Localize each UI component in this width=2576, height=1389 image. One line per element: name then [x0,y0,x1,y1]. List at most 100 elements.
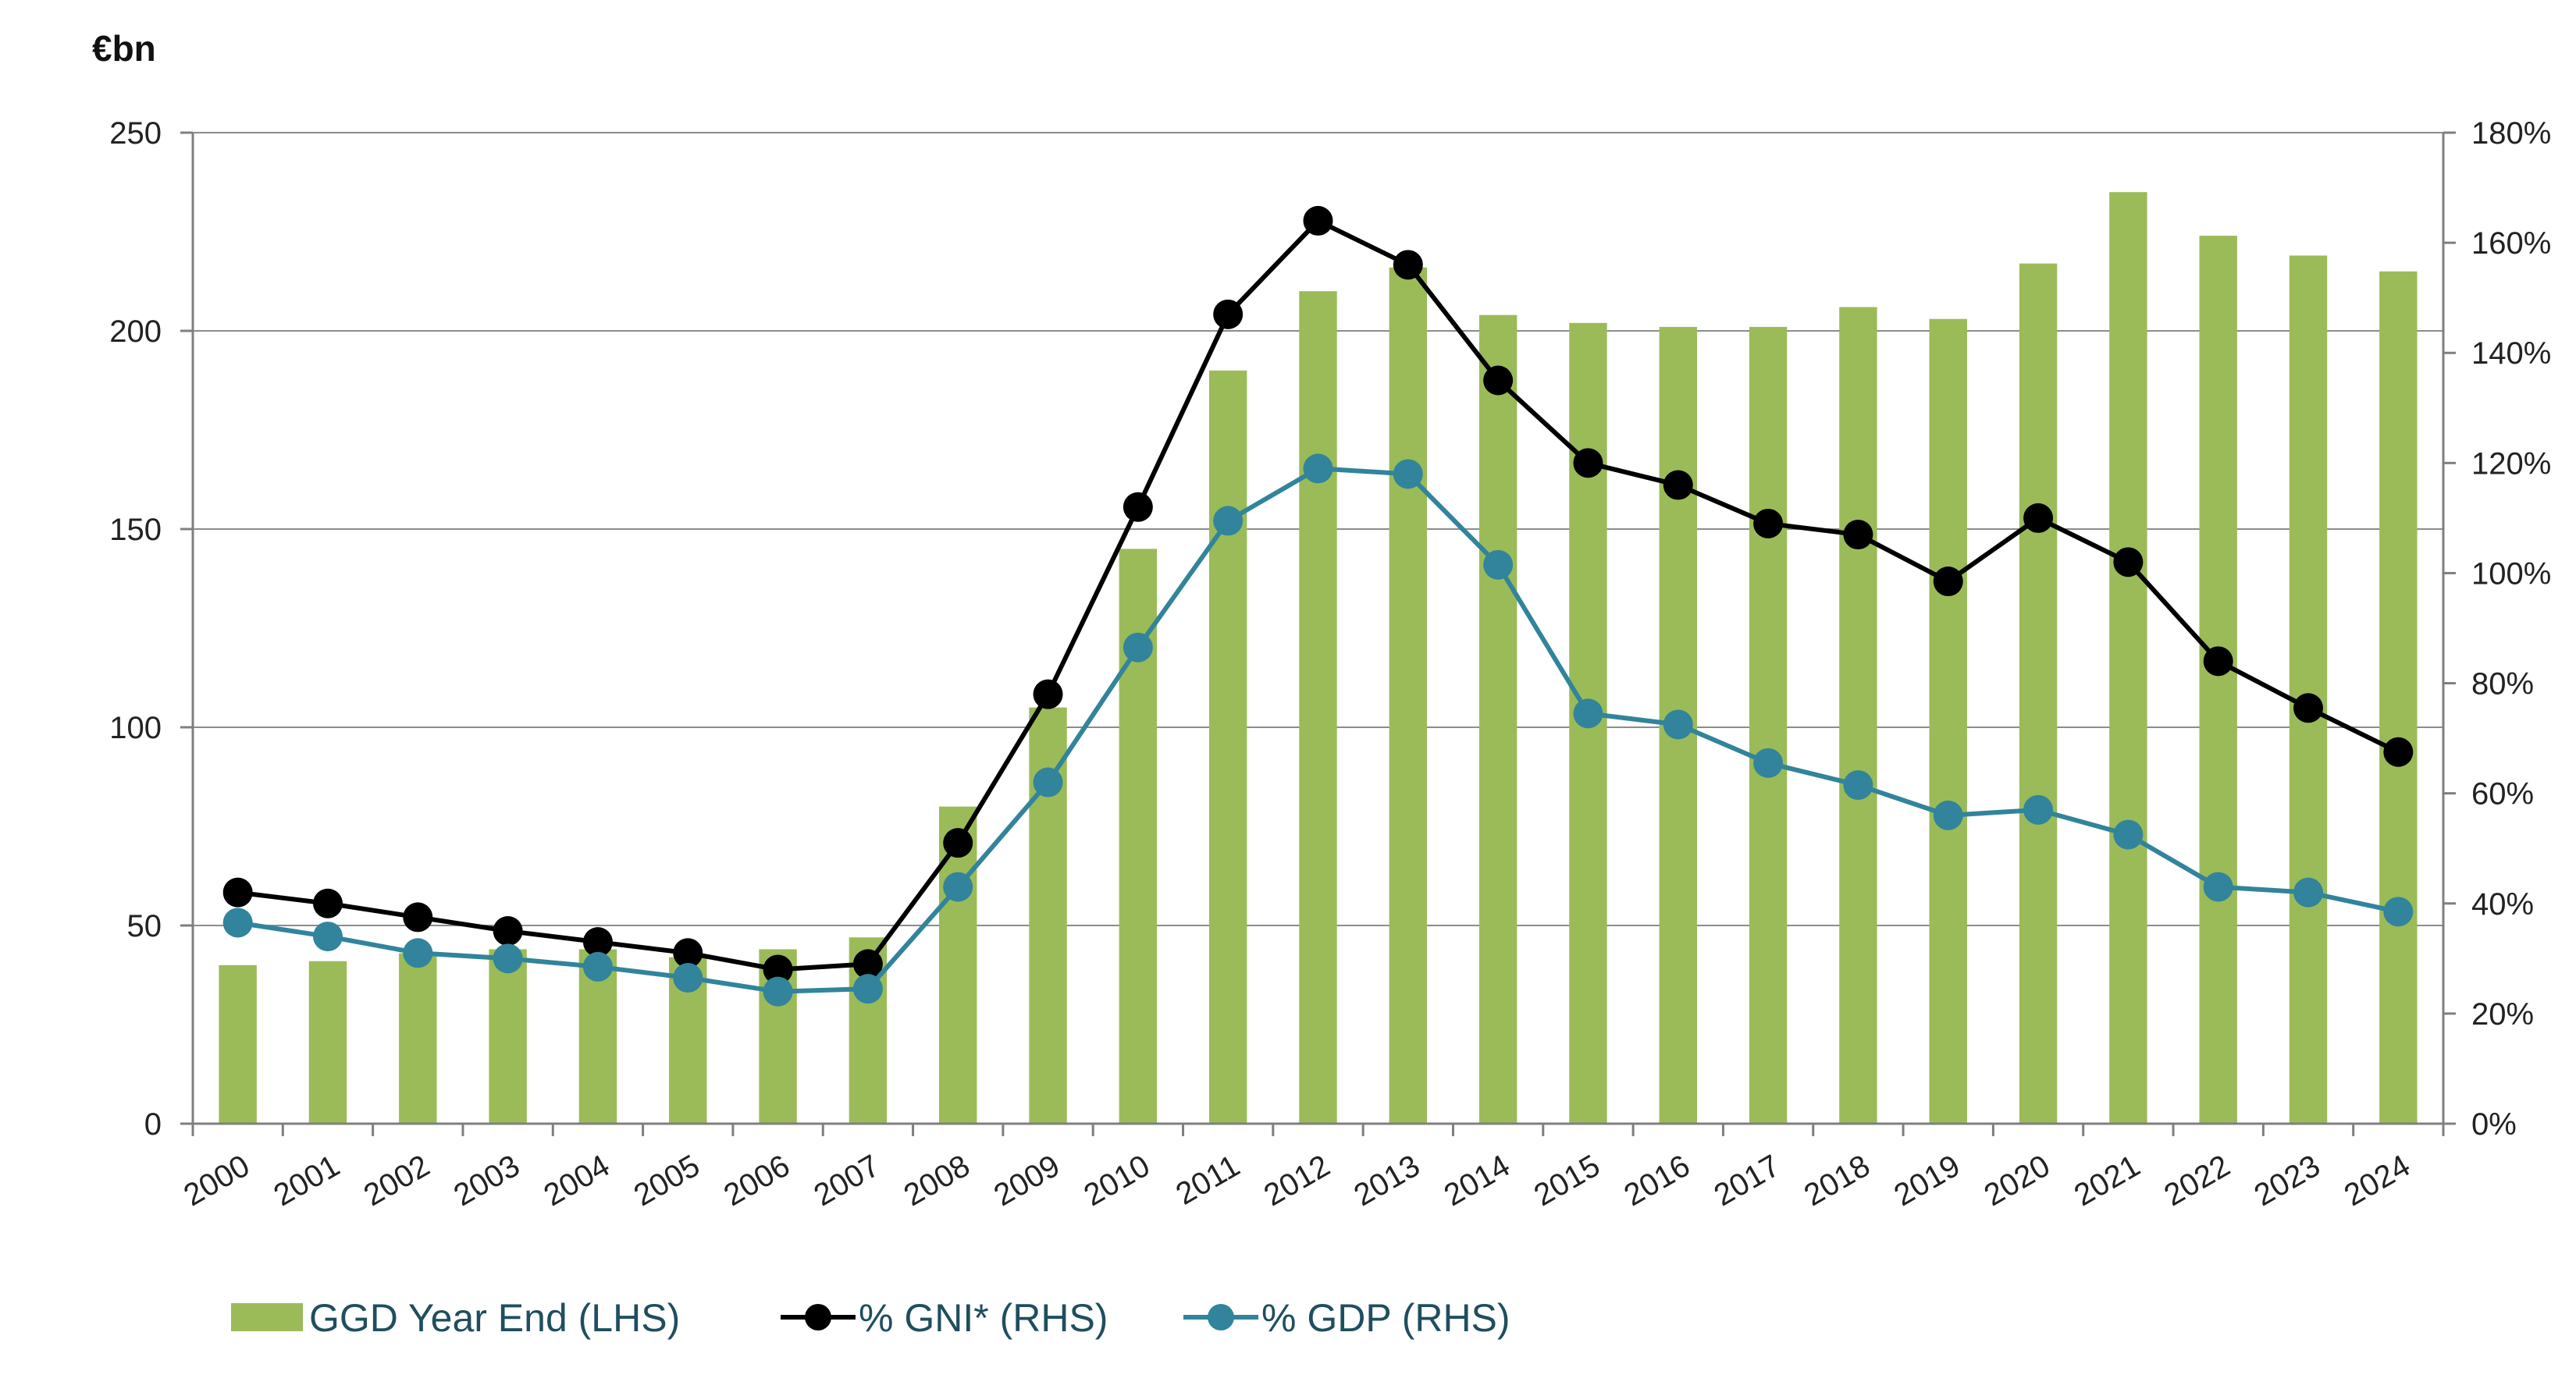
bar [1478,314,1517,1124]
legend-swatch-gni-marker [805,1304,831,1330]
gni-point [2203,646,2233,677]
bar [1839,307,1877,1124]
gni-point [1303,205,1333,236]
gni-point [1123,492,1153,522]
gdp-point [763,976,793,1007]
x-tick-label: 2008 [898,1149,976,1213]
gni-point [673,938,703,968]
x-tick-label: 2004 [538,1149,615,1213]
x-tick-label: 2005 [628,1149,706,1213]
gni-point [222,877,253,908]
gdp-point [1213,506,1244,536]
gni-point [1843,520,1873,550]
right-tick-label: 60% [2471,777,2534,812]
gdp-point [1393,459,1423,489]
x-tick-label: 2015 [1528,1149,1606,1213]
gdp-point [1123,632,1153,663]
x-tick-label: 2009 [988,1149,1066,1213]
x-tick-label: 2006 [718,1149,795,1213]
gni-point [943,828,973,858]
right-tick-label: 20% [2471,997,2534,1032]
legend-swatch-gdp-marker [1208,1304,1234,1330]
left-tick-label: 100 [109,711,162,745]
gni-point [582,927,613,957]
x-tick-label: 2018 [1799,1149,1876,1213]
gdp-point [852,974,883,1004]
x-tick-label: 2010 [1078,1149,1155,1213]
x-axis-ticks: 2000 2001 2002 2003 2004 2005 2006 2007 2008 2009… [178,1124,2445,1213]
left-axis-ticks: 0 50 100 150 200 250 [109,116,193,1142]
bar [308,961,347,1124]
gdp-point [222,908,253,938]
legend: GGD Year End (LHS) % GNI* (RHS) % GDP (R… [231,1296,1510,1340]
line-series [222,205,2414,1007]
gni-point [1483,365,1514,396]
right-tick-label: 140% [2471,336,2551,371]
gdp-point [1483,549,1514,580]
bar [219,964,257,1124]
gdp-point [1843,770,1873,801]
gdp-point [312,922,343,952]
right-tick-label: 40% [2471,887,2534,922]
gni-point [1213,299,1244,329]
left-tick-label: 250 [109,116,162,151]
gni-point [2023,503,2054,533]
bar [399,953,437,1124]
gdp-point [1303,453,1333,484]
gni-point [1393,250,1423,280]
gdp-point [2383,897,2414,927]
gdp-point [2203,872,2233,902]
x-tick-label: 2007 [808,1149,885,1213]
gdp-point [1933,800,1963,830]
left-tick-label: 50 [127,909,162,943]
bar [2109,192,2147,1124]
bar [1299,291,1337,1124]
bar [2019,263,2058,1124]
gni-point [1753,508,1784,538]
bar [2289,255,2328,1124]
x-tick-label: 2024 [2339,1149,2416,1213]
right-tick-label: 100% [2471,556,2551,591]
gdp-point [403,938,433,968]
axes [191,133,2445,1125]
gni-point [1663,470,1693,500]
x-tick-label: 2001 [268,1149,345,1213]
gni-point [852,949,883,979]
gni-point [1573,448,1603,478]
gni-point [1933,567,1963,597]
left-axis-unit-label: €bn [92,28,156,69]
x-tick-label: 2002 [358,1149,436,1213]
x-tick-label: 2017 [1709,1149,1786,1213]
gdp-point [1663,709,1693,740]
x-tick-label: 2020 [1978,1149,2055,1213]
right-tick-label: 180% [2471,116,2551,151]
gdp-point [2113,819,2144,850]
bar [2199,236,2237,1124]
x-tick-label: 2019 [1888,1149,1966,1213]
bar [489,949,527,1124]
gdp-point [493,943,523,974]
right-axis-ticks: 0% 20% 40% 60% 80% 100% 120% 140% 160% 180% [2443,116,2551,1142]
bar [1749,326,1788,1124]
right-tick-label: 80% [2471,667,2534,702]
left-tick-label: 0 [144,1107,162,1142]
bar-series [219,192,2418,1124]
right-tick-label: 0% [2471,1107,2517,1142]
gni-point [403,902,433,933]
x-tick-label: 2023 [2248,1149,2325,1213]
gni-point [493,916,523,947]
bar [2379,271,2418,1124]
x-tick-label: 2014 [1439,1149,1516,1213]
gni-point [1033,679,1063,709]
x-tick-label: 2016 [1618,1149,1695,1213]
legend-label-gdp: % GDP (RHS) [1261,1296,1510,1340]
left-tick-label: 200 [109,314,162,349]
x-tick-label: 2003 [448,1149,525,1213]
left-tick-label: 150 [109,513,162,547]
x-tick-label: 2013 [1348,1149,1425,1213]
bar [1389,267,1428,1124]
legend-label-gni: % GNI* (RHS) [859,1296,1108,1340]
gdp-point [1573,698,1603,729]
gni-point [2383,737,2414,767]
gni-point [763,954,793,985]
